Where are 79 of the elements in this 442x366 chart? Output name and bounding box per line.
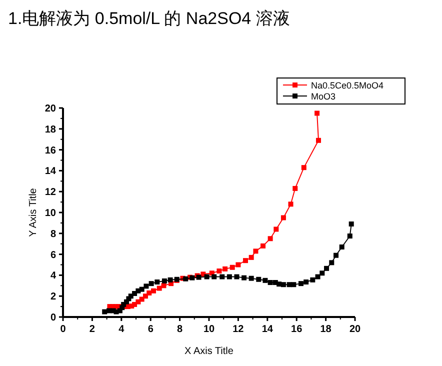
y-tick-label: 16: [44, 145, 56, 156]
point: [339, 244, 344, 250]
x-tick-label: 14: [262, 324, 274, 335]
point: [301, 165, 306, 170]
point: [253, 248, 258, 254]
point: [334, 252, 339, 258]
point: [268, 236, 273, 242]
point: [102, 309, 108, 314]
y-tick-label: 4: [50, 270, 56, 282]
point: [347, 234, 352, 239]
point: [243, 258, 248, 264]
y-tick-label: 14: [44, 166, 56, 178]
y-tick-label: 8: [50, 228, 56, 240]
x-tick-label: 2: [89, 324, 96, 335]
point: [329, 260, 334, 266]
y-axis-title: Y Axis Title: [28, 188, 39, 237]
point: [236, 262, 241, 268]
x-tick-label: 6: [148, 324, 154, 335]
point: [162, 278, 167, 284]
y-tick-label: 18: [44, 124, 56, 136]
point: [268, 280, 273, 286]
point: [242, 275, 247, 280]
point: [280, 282, 286, 288]
point: [310, 277, 316, 282]
point: [292, 186, 298, 191]
point: [156, 286, 162, 291]
x-tick-label: 0: [60, 324, 66, 335]
title: 1.电解液为 0.5mol/L 的 Na2SO4 溶液: [8, 9, 290, 28]
point: [304, 279, 309, 284]
y-tick-label: 12: [44, 187, 56, 198]
point: [274, 226, 279, 232]
point: [234, 274, 240, 280]
point: [220, 274, 225, 280]
point: [348, 221, 354, 226]
x-axis-title: X Axis Title: [184, 346, 234, 357]
x-tick-label: 8: [177, 324, 184, 335]
point: [168, 277, 173, 282]
point: [280, 215, 286, 220]
x-tick-label: 4: [118, 324, 125, 335]
point: [260, 243, 266, 248]
point: [256, 276, 262, 282]
point: [146, 290, 152, 296]
point: [161, 283, 166, 288]
point: [148, 281, 154, 286]
y-tick-label: 2: [50, 292, 56, 303]
y-tick-label: 0: [50, 312, 56, 324]
x-tick-label: 18: [320, 324, 332, 335]
point: [262, 278, 268, 283]
point: [248, 276, 254, 281]
point: [288, 202, 294, 207]
legend-label: MoO3: [311, 92, 336, 102]
point: [136, 299, 141, 304]
y-tick-label: 6: [50, 250, 56, 261]
point: [154, 279, 160, 284]
point: [183, 276, 188, 282]
point: [230, 264, 235, 270]
point: [144, 284, 149, 289]
point: [298, 281, 304, 286]
y-tick-label: 10: [44, 208, 56, 219]
point: [324, 266, 330, 271]
point: [315, 274, 320, 280]
point: [222, 266, 228, 272]
point: [204, 274, 210, 280]
point: [226, 274, 232, 280]
point: [216, 268, 222, 274]
legend-label: Na0.5Ce0.5MoO4: [311, 80, 384, 90]
point: [139, 286, 144, 292]
point: [151, 288, 156, 294]
x-tick-label: 12: [232, 324, 244, 335]
x-tick-label: 16: [291, 324, 303, 335]
point: [291, 282, 296, 288]
point: [314, 110, 320, 116]
point: [212, 274, 217, 280]
x-tick-label: 20: [349, 324, 361, 335]
point: [248, 254, 254, 260]
y-tick-label: 20: [44, 104, 56, 114]
point: [316, 138, 321, 143]
point: [320, 270, 325, 276]
x-tick-label: 10: [203, 324, 215, 335]
